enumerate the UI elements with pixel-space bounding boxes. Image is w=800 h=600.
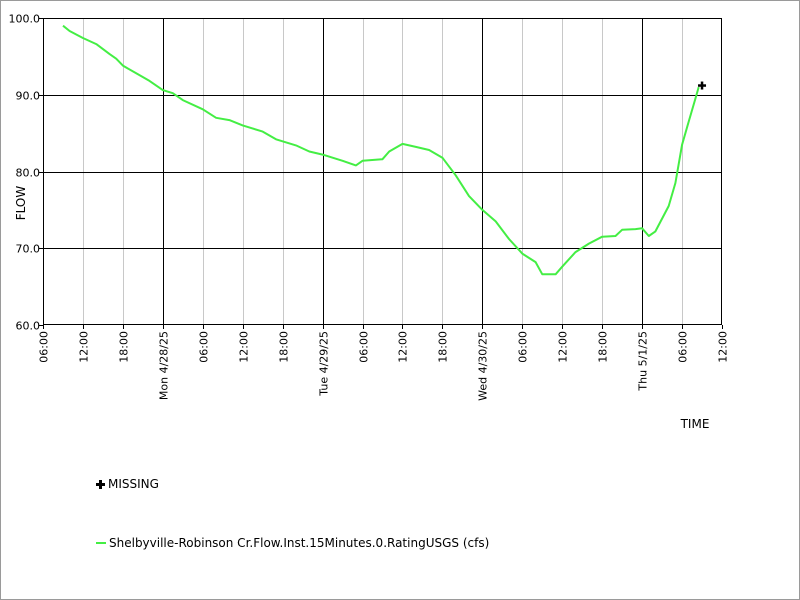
x-tick-label: 12:00	[238, 331, 251, 363]
missing-marker	[698, 81, 707, 90]
legend-missing-label: MISSING	[108, 477, 159, 491]
y-axis-label: FLOW	[14, 186, 28, 221]
x-tick-label: 06:00	[677, 331, 690, 363]
x-tick-label: 06:00	[358, 331, 371, 363]
y-tick-label: 70.0	[16, 243, 41, 256]
x-tick-label: 12:00	[78, 331, 91, 363]
legend-series-label: Shelbyville-Robinson Cr.Flow.Inst.15Minu…	[109, 536, 490, 550]
x-tick-label: Mon 4/28/25	[158, 331, 171, 400]
x-tick-label: 18:00	[437, 331, 450, 363]
x-tick-label: Tue 4/29/25	[318, 331, 331, 397]
x-tick-label: 06:00	[517, 331, 530, 363]
x-tick-label: Wed 4/30/25	[477, 331, 490, 401]
legend-item-missing: MISSING	[96, 477, 159, 491]
y-tick-label: 80.0	[16, 167, 41, 180]
x-tick-label: 18:00	[118, 331, 131, 363]
x-axis-label: TIME	[680, 417, 710, 431]
x-tick-label: 12:00	[557, 331, 570, 363]
x-tick-label: 18:00	[597, 331, 610, 363]
x-tick-label: Thu 5/1/25	[637, 331, 650, 392]
x-tick-label: 18:00	[278, 331, 291, 363]
plot-area	[43, 18, 722, 325]
y-tick-label: 100.0	[9, 13, 41, 26]
x-tick-label: 12:00	[397, 331, 410, 363]
x-tick-label: 06:00	[38, 331, 51, 363]
x-tick-label: 12:00	[717, 331, 730, 363]
y-tick-label: 60.0	[16, 320, 41, 333]
x-tick-label: 06:00	[198, 331, 211, 363]
series-line-flow	[62, 24, 700, 276]
plus-marker-icon	[96, 479, 105, 489]
legend-item-series: Shelbyville-Robinson Cr.Flow.Inst.15Minu…	[96, 536, 489, 550]
y-tick-label: 90.0	[16, 90, 41, 103]
series-line-swatch-icon	[96, 542, 106, 544]
